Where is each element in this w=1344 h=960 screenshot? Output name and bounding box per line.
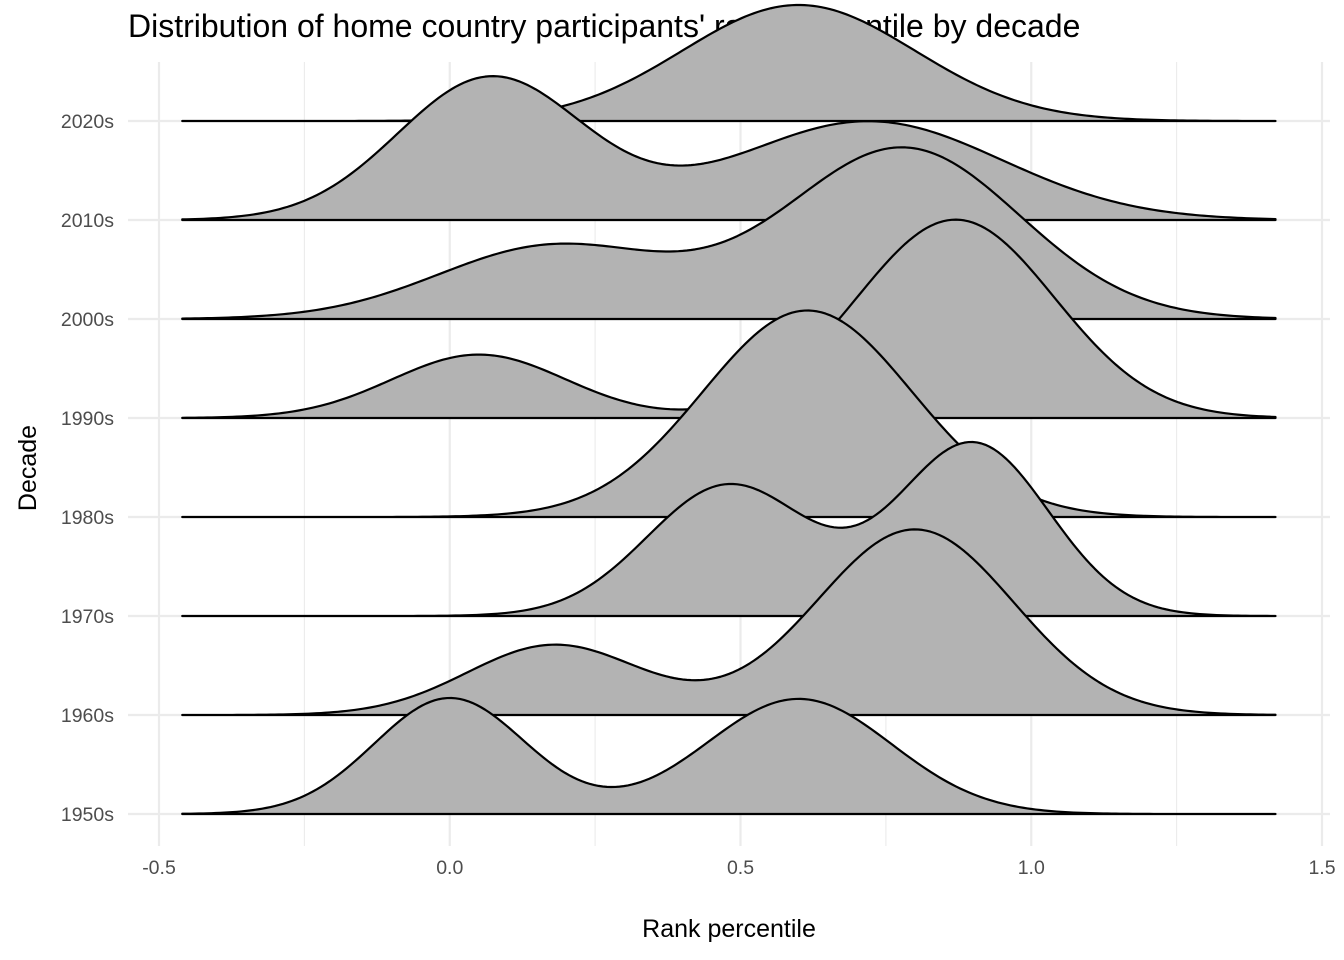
ridge-1960s (181, 528, 1277, 717)
ridge-2010s (181, 75, 1277, 222)
x-tick-label: -0.5 (142, 857, 176, 879)
y-tick-label: 1950s (61, 804, 114, 826)
ridge-1950s (181, 696, 1277, 816)
y-tick-label: 1960s (61, 705, 114, 727)
ridge-1970s (181, 440, 1277, 618)
x-tick-label: 1.0 (1018, 857, 1045, 879)
chart-title: Distribution of home country participant… (128, 8, 1081, 44)
x-tick-label: 1.5 (1308, 857, 1335, 879)
ridge-layer (181, 3, 1277, 816)
y-axis-tick-labels: 1950s 1960s 1970s 1980s 1990s 2000s 2010s 2020s (61, 111, 114, 826)
ridge-2020s (181, 3, 1277, 123)
y-tick-label: 2020s (61, 111, 114, 133)
y-tick-label: 2000s (61, 309, 114, 331)
x-tick-label: 0.0 (436, 857, 463, 879)
x-axis-title: Rank percentile (642, 915, 816, 943)
x-axis-tick-labels: -0.5 0.0 0.5 1.0 1.5 (142, 857, 1336, 879)
y-tick-label: 1970s (61, 606, 114, 628)
y-tick-label: 1990s (61, 408, 114, 430)
y-axis-title: Decade (14, 425, 42, 511)
y-tick-label: 2010s (61, 210, 114, 232)
y-tick-label: 1980s (61, 507, 114, 529)
ridge-1980s (181, 309, 1277, 519)
x-tick-label: 0.5 (727, 857, 754, 879)
